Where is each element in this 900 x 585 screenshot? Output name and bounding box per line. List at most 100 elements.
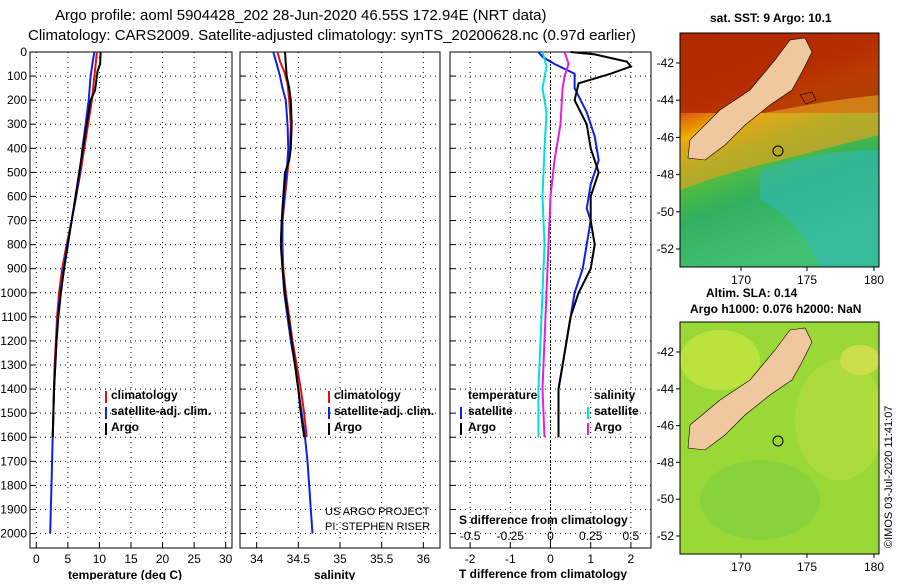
series-t-argo	[557, 51, 633, 438]
lat-label: -46	[657, 419, 675, 433]
temp-legend-climatology: climatology	[111, 388, 178, 402]
lat-label: -48	[657, 168, 675, 182]
diff-legend-s-satellite: satellite	[594, 404, 639, 418]
series-s-satellite	[537, 51, 548, 438]
temp-legend-satellite: satellite-adj. clim.	[111, 404, 211, 418]
sal-legend-argo: Argo	[334, 420, 362, 434]
y-tick-label: 1600	[0, 430, 27, 444]
diff-legend-sal-title: salinity	[594, 388, 636, 402]
salinity-xlabel: salinity	[314, 568, 356, 580]
y-tick-label: 500	[7, 165, 27, 179]
y-tick-label: 100	[7, 69, 27, 83]
x-tick-label: 25	[187, 552, 201, 566]
lon-label: 170	[731, 560, 751, 574]
sal-legend-climatology: climatology	[334, 388, 401, 402]
y-tick-label: 900	[7, 262, 27, 276]
y-tick-label: 1300	[0, 358, 27, 372]
y-tick-label: 1500	[0, 406, 27, 420]
x-tick-label: 35	[333, 552, 347, 566]
x-tick-label: 35.5	[370, 552, 394, 566]
salinity-panel: 34 34.5 35 35.5 36 salinity climatology sate…	[239, 51, 441, 582]
y-tick-label: 1900	[0, 502, 27, 516]
y-tick-label: 200	[7, 93, 27, 107]
lat-label: -48	[657, 455, 675, 469]
x-tick-label: 36	[417, 552, 431, 566]
y-tick-label: 1700	[0, 454, 27, 468]
lat-label: -50	[657, 205, 675, 219]
lon-label: 170	[731, 273, 751, 287]
diff-xlabel-top: S difference from climatology	[459, 513, 628, 527]
y-tick-label: 1400	[0, 382, 27, 396]
temperature-xlabel: temperature (deg C)	[68, 568, 182, 580]
diff-xlabel: T difference from climatology	[459, 567, 627, 580]
series-argo	[279, 51, 306, 438]
x-tick-label: 30	[219, 552, 233, 566]
s-tick-label: 0.5	[623, 529, 640, 543]
lon-label: 180	[864, 560, 884, 574]
lon-label: 175	[797, 560, 817, 574]
y-tick-label: 2000	[0, 527, 27, 541]
x-tick-label: -1	[505, 552, 516, 566]
difference-panel: -2 -1 0 1 2 -0.5 -0.25 0 0.25 0.5 T difference fr…	[449, 51, 652, 581]
x-tick-label: 10	[93, 552, 107, 566]
lat-label: -44	[657, 382, 675, 396]
sla-map-title1: Altim. SLA: 0.14	[706, 286, 798, 300]
lat-label: -46	[657, 130, 675, 144]
x-tick-label: 5	[65, 552, 72, 566]
y-tick-label: 700	[7, 214, 27, 228]
y-tick-label: 1200	[0, 334, 27, 348]
series-s-argo	[541, 51, 570, 438]
x-tick-label: 2	[628, 552, 635, 566]
lat-label: -42	[657, 56, 675, 70]
lat-label: -50	[657, 492, 675, 506]
header-line1: Argo profile: aoml 5904428_202 28-Jun-20…	[55, 7, 546, 24]
diff-legend: temperature satellite Argo salinity sate…	[460, 388, 639, 435]
sla-map: Altim. SLA: 0.14 Argo h1000: 0.076 h2000…	[657, 286, 885, 574]
lon-label: 175	[797, 273, 817, 287]
header-line2: Climatology: CARS2009. Satellite-adjuste…	[28, 27, 636, 44]
temperature-legend: climatology satellite-adj. clim. Argo	[105, 388, 211, 435]
series-argo	[51, 51, 102, 438]
x-tick-label: -2	[465, 552, 476, 566]
lat-label: -42	[657, 345, 675, 359]
sla-map-title2: Argo h1000: 0.076 h2000: NaN	[690, 302, 861, 316]
sst-map: sat. SST: 9 Argo: 10.1 -42-44-46-48-50-5	[657, 11, 885, 287]
y-tick-label: 400	[7, 141, 27, 155]
y-tick-label: 1000	[0, 286, 27, 300]
x-tick-label: 34.5	[287, 552, 311, 566]
y-tick-label: 0	[20, 45, 27, 59]
x-tick-label: 20	[156, 552, 170, 566]
y-tick-label: 300	[7, 117, 27, 131]
x-tick-label: 0	[547, 552, 554, 566]
diff-legend-t-argo: Argo	[468, 420, 496, 434]
lat-label: -52	[657, 529, 675, 543]
series-t-satellite	[537, 51, 600, 438]
y-tick-label: 800	[7, 238, 27, 252]
x-tick-label: 15	[124, 552, 138, 566]
x-tick-label: 1	[587, 552, 594, 566]
lat-label: -44	[657, 93, 675, 107]
lon-label: 180	[864, 273, 884, 287]
lat-label: -52	[657, 242, 675, 256]
s-tick-label: -0.25	[497, 529, 525, 543]
temp-legend-argo: Argo	[111, 420, 139, 434]
y-tick-label: 1800	[0, 478, 27, 492]
s-tick-label: -0.5	[460, 529, 481, 543]
x-tick-label: 0	[33, 552, 40, 566]
sst-map-title: sat. SST: 9 Argo: 10.1	[710, 11, 832, 25]
temperature-panel: 0 5 10 15 20 25 300100200300400500600700800900…	[0, 45, 233, 582]
imos-credit: ©IMOS 03-Jul-2020 11:41:07	[883, 406, 895, 548]
y-tick-label: 1100	[1, 310, 27, 324]
project-credit-1: US ARGO PROJECT	[325, 506, 430, 518]
diff-legend-t-satellite: satellite	[468, 404, 513, 418]
s-tick-label: 0	[547, 529, 554, 543]
sal-legend-satellite: satellite-adj. clim.	[334, 404, 434, 418]
s-tick-label: 0.25	[579, 529, 603, 543]
x-tick-label: 34	[250, 552, 264, 566]
series-satellite-adj-clim-	[272, 51, 314, 534]
project-credit-2: PI: STEPHEN RISER	[325, 521, 430, 533]
salinity-legend: climatology satellite-adj. clim. Argo	[328, 388, 434, 435]
diff-legend-temp-title: temperature	[468, 388, 538, 402]
diff-legend-s-argo: Argo	[594, 420, 622, 434]
